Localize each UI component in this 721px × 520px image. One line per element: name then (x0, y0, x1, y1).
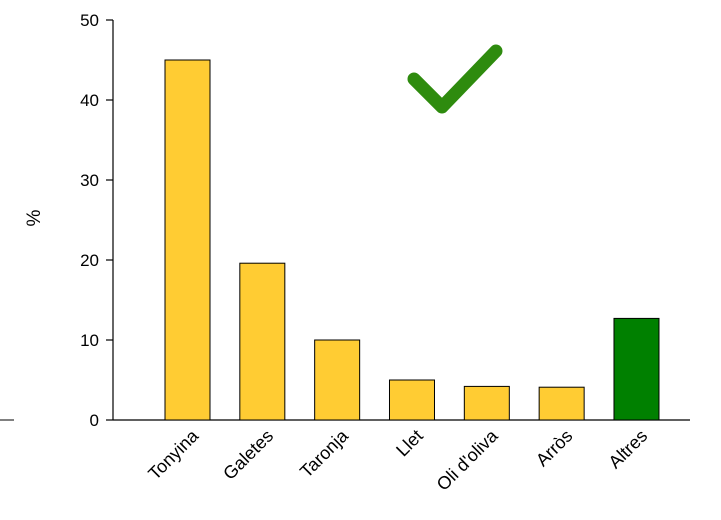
bar-oli-d-oliva (463, 385, 510, 421)
checkmark-icon (407, 44, 503, 114)
y-tick-label: 10 (80, 331, 99, 350)
y-axis-ticks: 0 10 20 30 40 50 (80, 11, 113, 430)
y-tick-label: 20 (80, 251, 99, 270)
x-tick-label: Taronja (296, 425, 353, 482)
bar-tonyina (164, 59, 211, 421)
bar-galetes (239, 262, 286, 421)
x-tick-label: Arròs (532, 426, 577, 471)
bar-taronja (314, 339, 361, 421)
y-tick-label: 0 (90, 411, 99, 430)
x-axis-labels: Tonyina Galetes Taronja Llet Oli d'oliva Arrò… (144, 425, 651, 495)
x-tick-label: Altres (605, 426, 652, 473)
bars (164, 59, 660, 421)
x-tick-label: Tonyina (144, 425, 203, 484)
y-tick-label: 50 (80, 11, 99, 30)
bar-llet (388, 379, 435, 421)
bar-altres (613, 317, 660, 421)
x-tick-label: Llet (392, 426, 427, 461)
x-tick-label: Galetes (219, 426, 277, 484)
bar-arr-s (538, 386, 585, 421)
y-tick-label: 40 (80, 91, 99, 110)
y-tick-label: 30 (80, 171, 99, 190)
x-tick-label: Oli d'oliva (433, 425, 503, 495)
y-axis-title: % (24, 209, 45, 226)
